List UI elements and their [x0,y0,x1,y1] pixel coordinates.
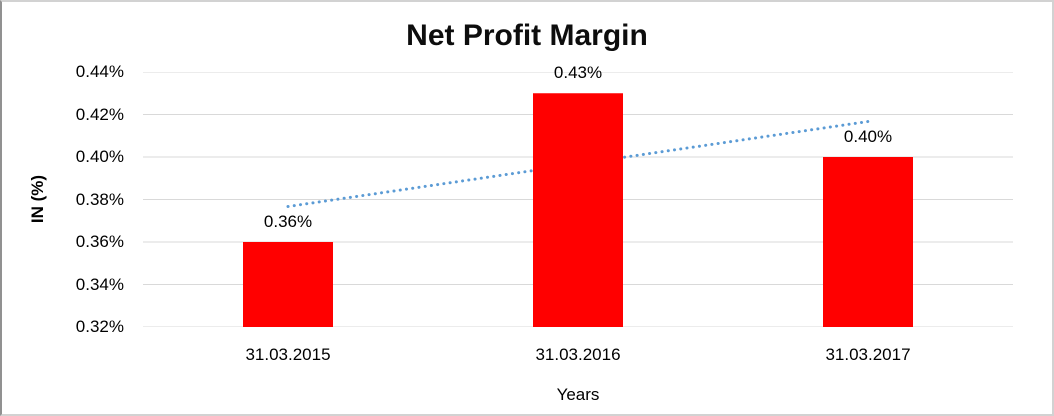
bar [533,93,623,327]
y-tick-label: 0.36% [75,232,124,251]
bar-data-label: 0.40% [843,127,893,146]
y-tick-label: 0.40% [75,147,124,166]
bar-data-label: 0.36% [263,212,313,231]
y-tick-label: 0.38% [75,189,124,209]
plot-area [143,72,1013,327]
y-tick-label: 0.34% [75,274,124,294]
bar-data-label: 0.43% [553,63,603,83]
y-tick-label: 0.42% [75,104,124,124]
category-label: 31.03.2016 [535,345,621,364]
bar [243,242,333,327]
bar [823,157,913,327]
y-tick-label: 0.44% [75,62,124,81]
category-label: 31.03.2015 [245,345,331,364]
y-tick-label: 0.32% [75,317,124,336]
x-axis-title: Years [556,385,600,404]
chart-title: Net Profit Margin [406,19,648,52]
category-label: 31.03.2017 [825,345,911,364]
